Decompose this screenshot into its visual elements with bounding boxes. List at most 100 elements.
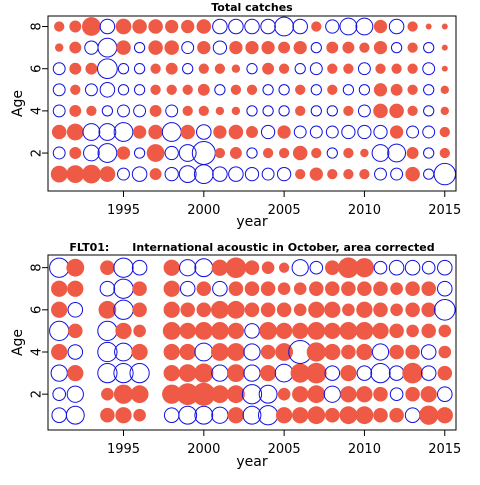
positive-residual-bubble (342, 303, 355, 317)
negative-residual-bubble (437, 280, 453, 297)
y-tick-label: 4 (30, 348, 45, 356)
positive-residual-bubble (391, 63, 402, 74)
positive-residual-bubble (261, 261, 275, 275)
positive-residual-bubble (148, 19, 163, 34)
positive-residual-bubble (146, 144, 165, 162)
positive-residual-bubble (278, 262, 290, 273)
positive-residual-bubble (278, 63, 290, 74)
negative-residual-bubble (211, 364, 229, 382)
negative-residual-bubble (163, 407, 180, 423)
negative-residual-bubble (244, 323, 260, 339)
negative-residual-bubble (389, 387, 404, 402)
negative-residual-bubble (274, 363, 294, 383)
positive-residual-bubble (231, 64, 241, 73)
positive-residual-bubble (226, 343, 245, 361)
positive-residual-bubble (150, 63, 161, 74)
x-tick-label: 1995 (107, 203, 140, 218)
negative-residual-bubble (165, 104, 179, 118)
negative-residual-bubble (324, 365, 341, 381)
panel-total-catches: Total catches 1995 2000 2005 2010 2015 2468 … (10, 1, 461, 230)
positive-residual-bubble (375, 63, 386, 74)
positive-residual-bubble (178, 364, 197, 383)
negative-residual-bubble (342, 84, 355, 96)
positive-residual-bubble (165, 62, 178, 75)
negative-residual-bubble (52, 83, 66, 97)
positive-residual-bubble (54, 21, 65, 32)
positive-residual-bubble (215, 106, 225, 116)
negative-residual-bubble (133, 63, 146, 75)
positive-residual-bubble (69, 41, 82, 54)
positive-residual-bubble (163, 280, 180, 297)
positive-residual-bubble (293, 303, 307, 317)
positive-residual-bubble (306, 342, 326, 362)
positive-residual-bubble (340, 386, 357, 403)
positive-residual-bubble (51, 301, 68, 318)
positive-residual-bubble (292, 386, 309, 403)
negative-residual-bubble (98, 123, 117, 141)
negative-residual-bubble (194, 405, 214, 425)
positive-residual-bubble (149, 104, 162, 117)
negative-residual-bubble (129, 362, 150, 384)
positive-residual-bubble (50, 165, 68, 183)
negative-residual-bubble (133, 147, 146, 159)
y-tick-label: 2 (30, 149, 45, 157)
negative-residual-bubble (423, 168, 435, 180)
positive-residual-bubble (324, 343, 341, 361)
negative-residual-bubble (67, 344, 84, 360)
negative-residual-bubble (294, 63, 306, 75)
positive-residual-bubble (131, 343, 148, 361)
positive-residual-bubble (306, 362, 327, 384)
positive-residual-bubble (262, 147, 274, 159)
positive-residual-bubble (244, 260, 260, 275)
positive-residual-bubble (437, 365, 453, 381)
positive-residual-bubble (260, 344, 276, 360)
negative-residual-bubble (182, 63, 194, 75)
negative-residual-bubble (51, 407, 67, 423)
negative-residual-bubble (293, 125, 307, 139)
negative-residual-bubble (276, 166, 292, 182)
negative-residual-bubble (404, 259, 421, 276)
positive-residual-bubble (373, 281, 388, 296)
positive-residual-bubble (421, 323, 436, 339)
positive-residual-bubble (354, 258, 375, 278)
positive-residual-bubble (67, 364, 84, 382)
negative-residual-bubble (113, 257, 134, 278)
negative-residual-bubble (117, 167, 130, 181)
negative-residual-bubble (357, 62, 371, 76)
positive-residual-bubble (149, 168, 162, 181)
negative-residual-bubble (309, 125, 323, 139)
plot-frame (47, 254, 457, 431)
positive-residual-bubble (192, 382, 216, 406)
negative-residual-bubble (194, 342, 214, 362)
x-axis: 1995 2000 2005 2010 2015 (107, 191, 461, 218)
positive-residual-bubble (355, 406, 374, 425)
x-tick-label: 2015 (428, 442, 461, 457)
negative-residual-bubble (404, 407, 421, 423)
x-tick-label: 2000 (187, 442, 220, 457)
positive-residual-bubble (311, 147, 322, 159)
negative-residual-bubble (244, 18, 260, 35)
negative-residual-bubble (260, 124, 276, 140)
negative-residual-bubble (228, 166, 244, 182)
positive-residual-bubble (405, 166, 420, 182)
negative-residual-bubble (113, 299, 134, 320)
positive-residual-bubble (307, 406, 326, 425)
positive-residual-bubble (390, 83, 403, 96)
negative-residual-bubble (374, 167, 387, 181)
positive-residual-bubble (275, 322, 293, 340)
negative-residual-bubble (310, 105, 322, 117)
positive-residual-bubble (295, 168, 306, 180)
positive-residual-bubble (148, 40, 163, 55)
positive-residual-bubble (229, 40, 243, 55)
positive-residual-bubble (196, 19, 212, 34)
negative-residual-bubble (339, 17, 358, 36)
positive-residual-bubble (357, 281, 372, 296)
positive-residual-bubble (198, 63, 209, 74)
negative-residual-bubble (370, 362, 391, 384)
positive-residual-bubble (100, 260, 115, 275)
negative-residual-bubble (341, 124, 356, 140)
negative-residual-bubble (390, 41, 403, 54)
negative-residual-bubble (113, 362, 134, 384)
positive-residual-bubble (176, 383, 199, 406)
